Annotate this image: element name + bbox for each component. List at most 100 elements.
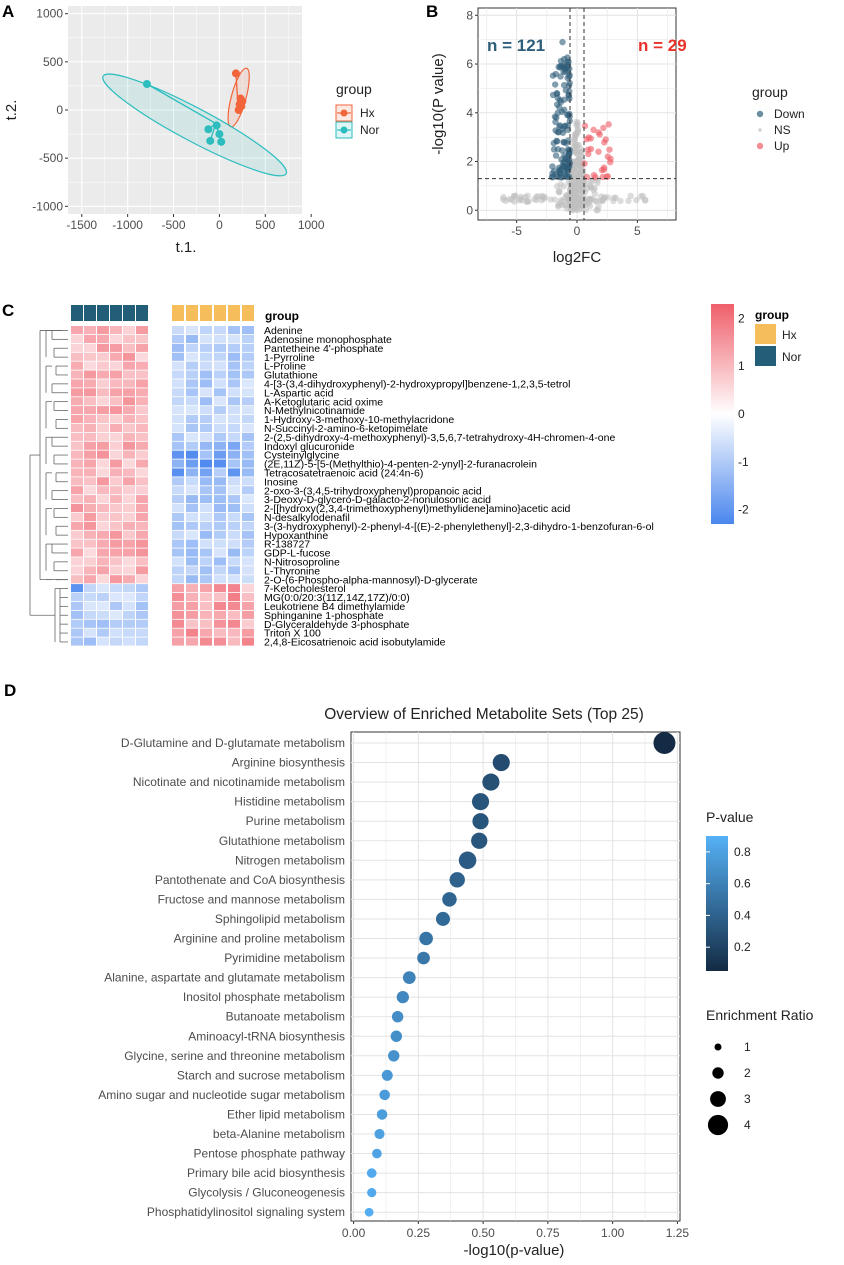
enrichment-point [653,732,676,754]
heatmap-cell [110,512,122,521]
heatmap-cell [97,512,109,521]
heatmap-cell [97,450,109,459]
volcano-legend-title: group [752,84,788,100]
heatmap-cell [110,539,122,548]
heatmap-cell [228,504,240,513]
volcano-x-ticks: -5 0 5 [511,220,641,238]
pca-point-nor [204,125,213,134]
enrichment-point [419,931,433,946]
heatmap-cell [242,539,254,548]
heatmap-cell [200,521,212,530]
heatmap-cell [186,432,198,441]
heatmap-cell [228,397,240,406]
heatmap-cell [71,619,83,628]
heatmap-cell [172,441,184,450]
volcano-y-tick-label: 2 [466,155,473,169]
heatmap-cell [71,326,83,335]
heatmap-cell [123,343,135,352]
heatmap-cell [84,459,96,468]
heatmap-cell [200,593,212,602]
heatmap-cell [186,388,198,397]
heatmap-cell [172,637,184,646]
heatmap-cell [200,432,212,441]
heatmap-cell [136,584,148,593]
heatmap-cell [186,637,198,646]
heatmap-cell [123,495,135,504]
enrichment-set-label: Inositol phosphate metabolism [183,990,345,1004]
heatmap-row-label: Adenine [264,325,303,337]
heatmap-cell [214,477,226,486]
volcano-legend-label-down: Down [774,107,805,121]
enrichment-point [372,1148,382,1159]
heatmap-cell [200,352,212,361]
heatmap-row-label: MG(0:0/20:3(11Z,14Z,17Z)/0:0) [264,592,410,604]
heatmap-cell [84,512,96,521]
volcano-point-down [562,87,570,94]
heatmap-cell [136,379,148,388]
heatmap-cell [84,530,96,539]
heatmap-row-label: 2-(2,5-dihydroxy-4-methoxyphenyl)-3,5,6,… [264,432,615,444]
volcano-point-ns [577,184,584,191]
enrichment-set-label: Ether lipid metabolism [227,1107,345,1121]
heatmap-cell [228,415,240,424]
heatmap-cell [172,352,184,361]
heatmap-cell [84,593,96,602]
heatmap-cell [242,477,254,486]
heatmap-cell [214,415,226,424]
heatmap-cell [97,539,109,548]
heatmap-cell [123,575,135,584]
heatmap-cell [200,361,212,370]
heatmap-cell [200,512,212,521]
heatmap-cell [84,610,96,619]
heatmap-cell [84,495,96,504]
heatmap-cell [214,423,226,432]
volcano-point-up [596,131,603,138]
enrichment-ratio-legend-label: 3 [744,1092,751,1106]
heatmap-cell [186,566,198,575]
volcano-point-ns [574,122,581,129]
heatmap-cell [242,450,254,459]
heatmap-cell [71,459,83,468]
heatmap-cell [172,406,184,415]
heatmap-cell [123,486,135,495]
heatmap-cell [242,423,254,432]
heatmap-cell [110,441,122,450]
heatmap-cell [71,575,83,584]
volcano-y-tick-label: 6 [466,57,473,71]
heatmap-cell [123,334,135,343]
volcano-point-down [554,109,562,117]
pca-point-nor [215,130,224,139]
heatmap-cell [242,610,254,619]
heatmap-cell [186,370,198,379]
pca-points [142,69,247,146]
volcano-point-ns [591,190,599,198]
volcano-point-ns [517,193,525,201]
heatmap-cell [97,352,109,361]
heatmap-cell [110,379,122,388]
volcano-y-ticks: 0 2 4 6 8 [466,8,478,217]
heatmap-cell [186,557,198,566]
heatmap-cell [172,450,184,459]
pca-y-axis-title: t.2. [3,100,20,121]
heatmap-row-label: L-Proline [264,361,306,373]
heatmap-cell [136,450,148,459]
heatmap-cell [84,539,96,548]
heatmap-cell [172,584,184,593]
heatmap-annotation-title: group [265,309,299,323]
heatmap-cell [84,619,96,628]
heatmap-cell [242,593,254,602]
volcano-point-ns [617,197,624,205]
heatmap-cell [186,334,198,343]
volcano-x-tick-label: -5 [511,224,522,238]
volcano-legend-key-ns [758,128,762,132]
heatmap-cell [97,379,109,388]
enrichment-point [471,793,490,811]
heatmap-cell [186,459,198,468]
heatmap-cell [228,450,240,459]
heatmap-cell [242,352,254,361]
volcano-down-count: n = 121 [487,36,545,55]
enrichment-points [364,732,676,1217]
heatmap-cell [84,361,96,370]
volcano-point-ns [540,195,548,202]
heatmap-cell [214,530,226,539]
